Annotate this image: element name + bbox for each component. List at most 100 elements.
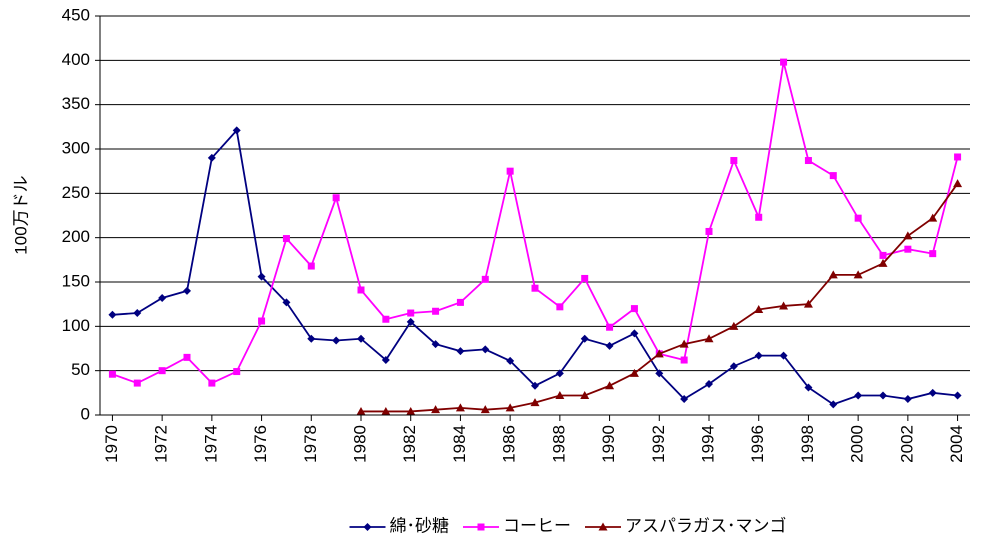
marker — [257, 272, 266, 281]
marker — [705, 379, 713, 388]
marker — [629, 368, 639, 377]
marker — [356, 406, 366, 415]
y-tick-label: 350 — [62, 94, 90, 113]
marker — [654, 349, 664, 358]
marker — [531, 381, 539, 390]
marker — [903, 231, 913, 240]
x-tick-label: 1976 — [251, 425, 270, 463]
legend-label: コーヒー — [503, 516, 571, 535]
marker — [158, 293, 167, 302]
marker — [282, 298, 291, 307]
marker — [108, 370, 116, 378]
marker — [382, 315, 390, 323]
y-tick-label: 450 — [62, 5, 90, 24]
x-tick-label: 1978 — [301, 425, 320, 463]
x-tick-label: 1982 — [400, 425, 419, 463]
marker — [556, 303, 564, 311]
series-line — [112, 61, 959, 385]
marker — [506, 356, 515, 365]
x-tick-label: 2004 — [947, 425, 966, 463]
marker — [730, 157, 738, 165]
marker — [505, 403, 515, 412]
marker — [680, 395, 689, 404]
y-axis-label: 100万ドル — [11, 175, 30, 254]
marker — [903, 395, 912, 404]
marker — [680, 356, 688, 364]
marker — [854, 214, 862, 222]
marker — [679, 339, 689, 348]
marker — [928, 213, 938, 222]
marker — [432, 307, 440, 315]
marker — [878, 258, 888, 267]
x-tick-label: 1990 — [599, 425, 618, 463]
marker — [954, 153, 962, 161]
x-tick-label: 2002 — [897, 425, 916, 463]
marker — [705, 227, 713, 235]
marker — [630, 305, 638, 313]
marker — [506, 167, 514, 175]
marker — [407, 309, 415, 317]
x-tick-label: 2000 — [848, 425, 867, 463]
x-tick-label: 1984 — [450, 425, 469, 463]
marker — [406, 317, 415, 326]
y-tick-label: 0 — [81, 404, 90, 423]
marker — [829, 172, 837, 180]
x-tick-label: 1986 — [500, 425, 519, 463]
marker — [729, 321, 739, 330]
marker — [332, 336, 341, 345]
marker — [804, 157, 812, 165]
marker — [655, 369, 664, 378]
marker — [879, 251, 887, 259]
x-tick-label: 1998 — [798, 425, 817, 463]
marker — [929, 250, 937, 258]
marker — [108, 310, 117, 319]
marker — [580, 390, 590, 399]
marker — [481, 345, 490, 354]
marker — [854, 391, 863, 400]
marker — [455, 403, 465, 412]
marker — [530, 398, 540, 407]
legend-marker — [477, 523, 485, 531]
marker — [555, 390, 565, 399]
marker — [780, 58, 788, 66]
marker — [904, 245, 912, 253]
marker — [754, 304, 764, 313]
marker — [779, 351, 788, 360]
x-tick-label: 1994 — [698, 425, 717, 463]
marker — [605, 381, 615, 390]
marker — [928, 388, 937, 397]
marker — [630, 329, 639, 338]
marker — [953, 391, 962, 400]
marker — [357, 286, 365, 294]
y-tick-label: 200 — [62, 227, 90, 246]
legend-marker — [363, 523, 372, 531]
marker — [381, 406, 391, 415]
marker — [282, 235, 290, 243]
x-tick-label: 1992 — [649, 425, 668, 463]
marker — [207, 153, 216, 162]
y-tick-label: 50 — [71, 360, 90, 379]
marker — [828, 270, 838, 279]
series-line — [112, 128, 958, 406]
marker — [704, 334, 714, 343]
marker — [332, 194, 340, 202]
y-tick-label: 100 — [62, 316, 90, 335]
x-tick-label: 1988 — [549, 425, 568, 463]
marker — [431, 340, 440, 349]
marker — [779, 301, 789, 310]
x-tick-label: 1996 — [748, 425, 767, 463]
marker — [605, 341, 614, 350]
y-tick-label: 400 — [62, 50, 90, 69]
marker — [803, 299, 813, 308]
marker — [183, 353, 191, 361]
marker — [307, 262, 315, 270]
x-tick-label: 1980 — [350, 425, 369, 463]
marker — [232, 126, 241, 135]
marker — [729, 362, 738, 371]
legend-label: アスパラガス･マンゴ — [625, 515, 787, 535]
marker — [158, 367, 166, 375]
marker — [381, 356, 390, 365]
marker — [555, 369, 564, 378]
marker — [879, 391, 887, 400]
